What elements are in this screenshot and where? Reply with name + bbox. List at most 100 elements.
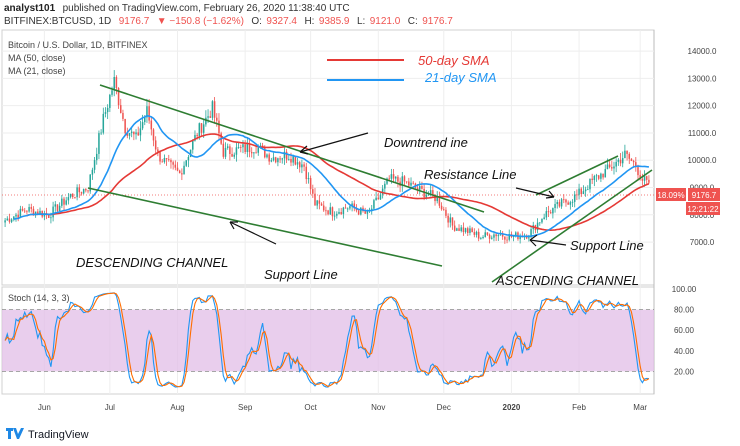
candle-body [270, 160, 273, 162]
candle-body [471, 228, 473, 233]
candle-body [200, 123, 203, 133]
candle-body [115, 77, 118, 89]
candle-body [421, 186, 423, 189]
candle-body [558, 202, 561, 207]
candle-body [611, 167, 613, 169]
candle-body [150, 120, 153, 130]
candle-body [109, 94, 111, 108]
annotation-descending-channel: DESCENDING CHANNEL [76, 255, 228, 270]
candle-body [571, 201, 574, 203]
price-badge-bg [688, 188, 720, 201]
candle-body [246, 143, 249, 152]
candle-body [202, 124, 205, 133]
publish-info: published on TradingView.com, February 2… [63, 3, 350, 14]
candle-body [174, 164, 177, 168]
pane-title: Bitcoin / U.S. Dollar, 1D, BITFINEX [8, 40, 148, 50]
time-tick-label: Mar [633, 403, 647, 412]
candle-body [165, 158, 168, 160]
candle-body [89, 174, 91, 192]
candle-body [205, 117, 207, 125]
candle-body [80, 192, 83, 194]
candle-body [606, 164, 609, 170]
stoch-tick-label: 40.00 [674, 347, 695, 356]
candle-body [375, 197, 377, 201]
candle-body [397, 176, 399, 182]
candle-body [117, 88, 120, 106]
candle-body [281, 158, 284, 160]
stoch-tick-label: 20.00 [674, 367, 695, 376]
time-tick-label: Sep [238, 403, 253, 412]
candle-body [122, 112, 124, 119]
candle-body [512, 235, 515, 238]
legend-ma21: 21-day SMA [424, 70, 497, 85]
candle-body [576, 194, 578, 196]
candle-body [170, 160, 172, 163]
candle-body [211, 101, 214, 118]
candle-body [288, 158, 290, 160]
candle-body [144, 117, 146, 123]
time-tick-label: Nov [371, 403, 385, 412]
candle-body [301, 164, 303, 168]
candle-body [593, 176, 596, 181]
candle-body [85, 189, 87, 191]
candle-body [386, 178, 388, 184]
candle-body [61, 198, 63, 206]
candle-body [65, 200, 67, 205]
candle-body [292, 156, 294, 163]
footer-brand: TradingView [28, 429, 89, 441]
price-tick-label: 8000.0 [690, 211, 715, 220]
candle-body [630, 158, 633, 161]
candle-body [645, 176, 648, 180]
candle-body [119, 105, 122, 113]
candle-body [432, 190, 434, 195]
candle-body [233, 154, 236, 157]
descending-channel-lower-line [87, 187, 443, 267]
candle-body [157, 149, 159, 152]
candle-body [416, 187, 419, 190]
candle-body [213, 101, 216, 118]
candle-body [493, 234, 495, 238]
stoch-axis: 20.00 40.00 60.00 80.00 100.00 [672, 285, 697, 376]
candle-body [253, 152, 255, 154]
candle-body [554, 204, 556, 209]
candle-body [342, 207, 345, 215]
candle-body [13, 216, 15, 220]
candle-body [619, 159, 622, 164]
candle-body [185, 160, 187, 166]
candle-body [331, 207, 334, 217]
candle-body [10, 219, 13, 222]
pct-badge-bg [656, 188, 686, 201]
candle-body [589, 178, 591, 190]
stoch-d-line [4, 292, 650, 388]
time-tick-label: Feb [572, 403, 586, 412]
candle-body [194, 134, 196, 141]
candle-body [536, 222, 539, 231]
stoch-tick-label: 60.00 [674, 326, 695, 335]
candle-body [54, 204, 57, 207]
candle-body [626, 150, 628, 154]
candle-body [556, 202, 559, 205]
candle-body [438, 196, 441, 206]
candle-body [643, 176, 646, 181]
annotation-ascending-channel: ASCENDING CHANNEL [495, 273, 639, 288]
time-tick-label: Jun [38, 403, 51, 412]
time-tick-label: Jul [105, 403, 115, 412]
candle-body [325, 210, 327, 212]
candle-body [15, 214, 17, 217]
candle-body [137, 132, 139, 136]
candle-body [379, 194, 382, 200]
candle-body [613, 166, 615, 169]
resistance-arrow [515, 187, 555, 198]
downtrend-arrow [299, 132, 369, 153]
candle-body [519, 236, 521, 240]
candle-body [111, 90, 113, 95]
candle-body [279, 158, 281, 160]
candle-body [93, 160, 96, 170]
candle-body [6, 218, 9, 221]
time-tick-label: Dec [437, 403, 451, 412]
candle-body [189, 149, 192, 157]
candle-body [161, 161, 163, 163]
candle-body [209, 116, 212, 118]
candle-body [394, 176, 397, 179]
